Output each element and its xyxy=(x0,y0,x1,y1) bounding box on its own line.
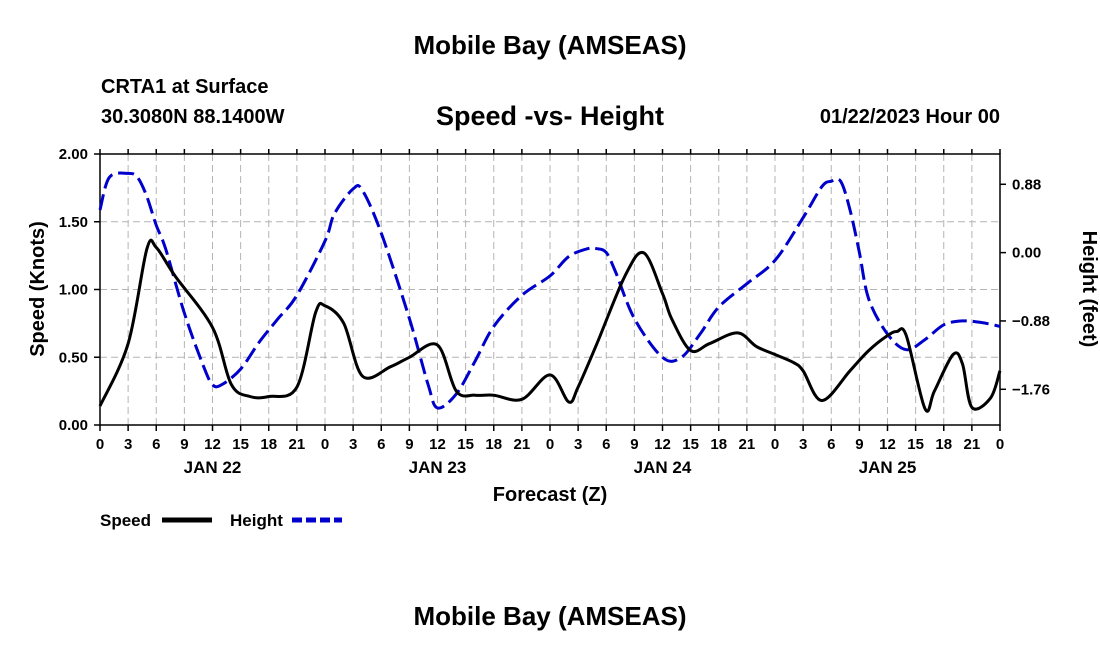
x-tick-label: 0 xyxy=(96,436,104,453)
x-tick-label: 0 xyxy=(996,436,1004,453)
legend: Speed Height xyxy=(100,511,342,530)
x-tick-label: 6 xyxy=(827,436,835,453)
day-label: JAN 23 xyxy=(409,458,467,477)
forecast-datetime: 01/22/2023 Hour 00 xyxy=(819,106,1000,128)
x-tick-label: 3 xyxy=(349,436,357,453)
x-tick-label: 9 xyxy=(180,436,188,453)
x-tick-label: 15 xyxy=(457,436,474,453)
y-tick-label: 1.50 xyxy=(59,214,88,231)
x-tick-label: 3 xyxy=(799,436,807,453)
y2-tick-label: 0.88 xyxy=(1012,176,1041,193)
y2-axis-label: Height (feet) xyxy=(1078,231,1100,348)
series-line-speed xyxy=(98,238,1002,413)
x-tick-label: 3 xyxy=(124,436,132,453)
y-tick-label: 2.00 xyxy=(59,146,88,163)
x-tick-label: 21 xyxy=(739,436,756,453)
x-tick-label: 12 xyxy=(204,436,221,453)
repeated-title: Mobile Bay (AMSEAS) xyxy=(413,601,687,631)
x-tick-label: 6 xyxy=(377,436,385,453)
x-tick-label: 0 xyxy=(321,436,329,453)
x-tick-label: 18 xyxy=(260,436,277,453)
x-tick-label: 6 xyxy=(152,436,160,453)
chart-title: Speed -vs- Height xyxy=(435,101,665,131)
x-tick-label: 9 xyxy=(630,436,638,453)
x-tick-label: 18 xyxy=(710,436,727,453)
x-tick-label: 12 xyxy=(429,436,446,453)
x-tick-label: 3 xyxy=(574,436,582,453)
x-tick-label: 9 xyxy=(855,436,863,453)
x-tick-label: 0 xyxy=(546,436,554,453)
x-tick-label: 18 xyxy=(935,436,952,453)
day-label: JAN 25 xyxy=(859,458,917,477)
series xyxy=(98,171,1002,413)
legend-label-height: Height xyxy=(230,511,283,530)
day-label: JAN 22 xyxy=(184,458,242,477)
x-tick-label: 15 xyxy=(682,436,699,453)
x-tick-label: 15 xyxy=(907,436,924,453)
y-axis-label: Speed (Knots) xyxy=(27,221,49,357)
x-tick-label: 6 xyxy=(602,436,610,453)
x-tick-label: 0 xyxy=(771,436,779,453)
y2-tick-label: −0.88 xyxy=(1012,313,1050,330)
y-tick-label: 0.50 xyxy=(59,349,88,366)
x-tick-label: 15 xyxy=(232,436,249,453)
day-label: JAN 24 xyxy=(634,458,692,477)
x-tick-label: 21 xyxy=(964,436,981,453)
x-axis-label: Forecast (Z) xyxy=(493,484,607,506)
y-tick-label: 0.00 xyxy=(59,417,88,434)
axes: 0 3 6 9 12 15 18 21 0 3 6 9 12 15 18 21 0 3 6 9 12 15 18 21 0 3 6 9… xyxy=(59,146,1050,477)
y-tick-label: 1.00 xyxy=(59,282,88,299)
x-tick-label: 18 xyxy=(485,436,502,453)
station-coordinates: 30.3080N 88.1400W xyxy=(101,106,285,128)
x-tick-label: 9 xyxy=(405,436,413,453)
series-line-height xyxy=(98,171,1001,410)
station-label: CRTA1 at Surface xyxy=(101,76,269,98)
x-tick-label: 21 xyxy=(514,436,531,453)
y2-tick-label: −1.76 xyxy=(1012,381,1050,398)
legend-label-speed: Speed xyxy=(100,511,151,530)
x-tick-label: 12 xyxy=(654,436,671,453)
main-title: Mobile Bay (AMSEAS) xyxy=(413,30,687,60)
y2-tick-label: 0.00 xyxy=(1012,245,1041,262)
x-tick-label: 21 xyxy=(289,436,306,453)
x-tick-label: 12 xyxy=(879,436,896,453)
